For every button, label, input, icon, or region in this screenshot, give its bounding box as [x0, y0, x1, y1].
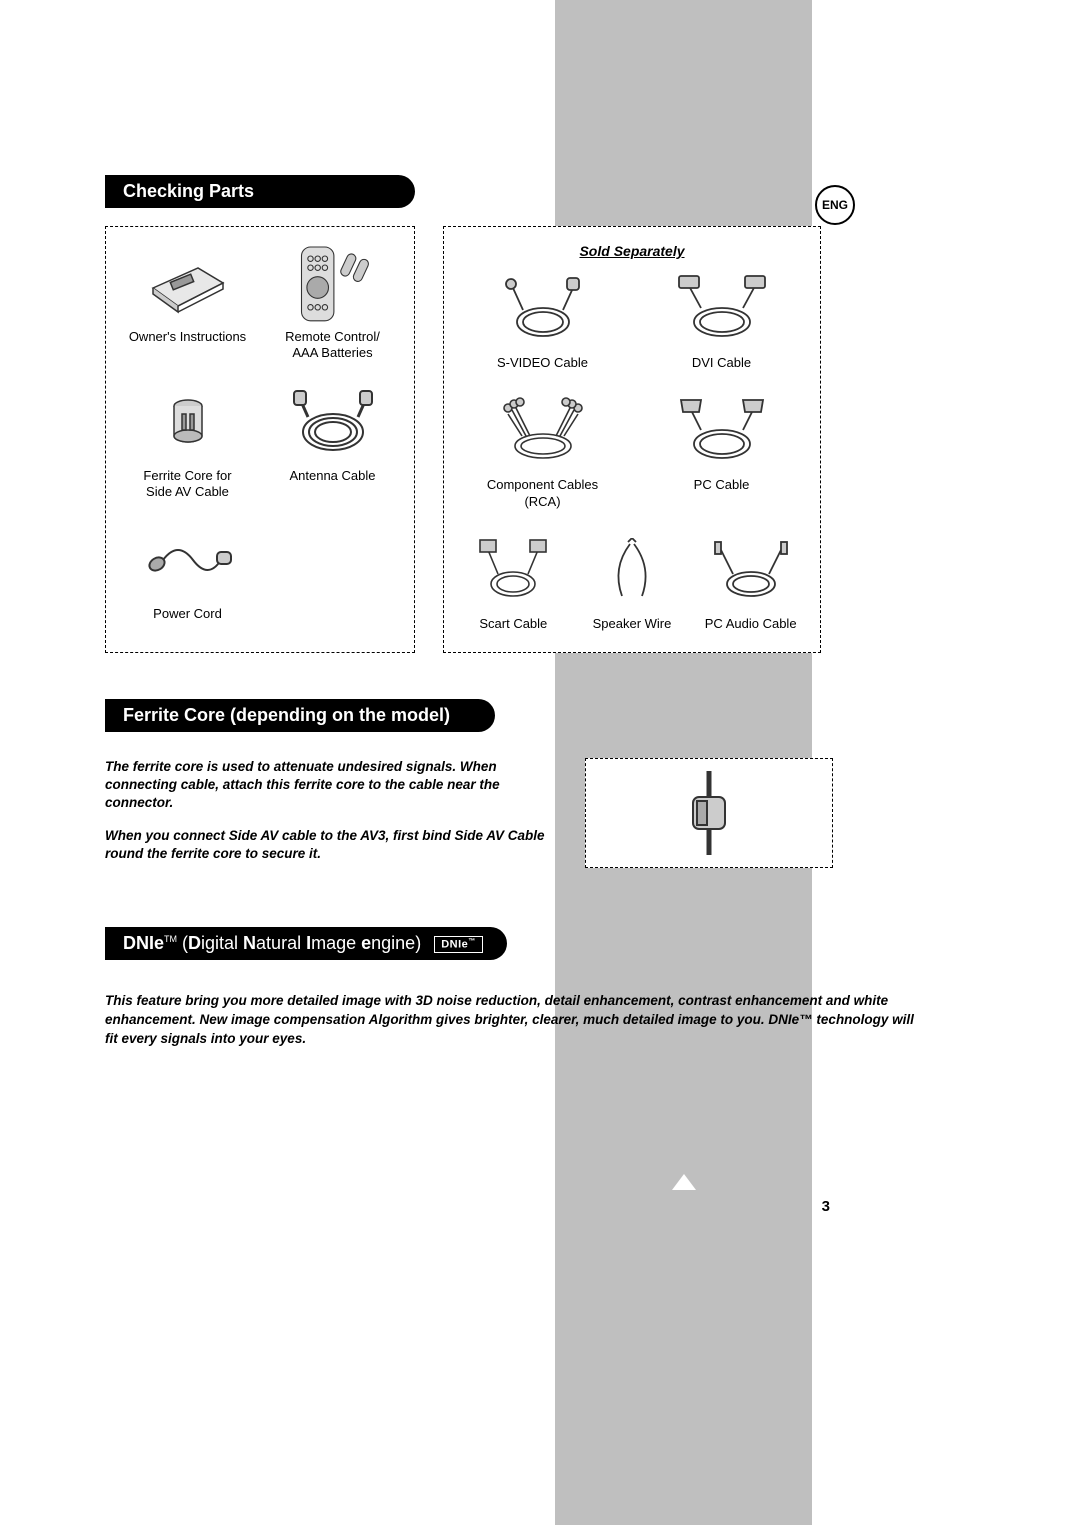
pc-cable-icon — [677, 391, 767, 471]
dnie-logo: DNIe™ — [434, 936, 483, 953]
ferrite-row: The ferrite core is used to attenuate un… — [105, 758, 980, 877]
antenna-cable-icon — [288, 382, 378, 462]
included-parts-box: Owner's Instructions — [105, 226, 415, 653]
ferrite-text: The ferrite core is used to attenuate un… — [105, 758, 555, 877]
part-label: Power Cord — [153, 606, 222, 622]
part-pc-audio: PC Audio Cable — [695, 530, 806, 632]
part-antenna: Antenna Cable — [265, 382, 400, 501]
parts-row: Owner's Instructions — [105, 226, 980, 653]
speaker-wire-icon — [587, 530, 677, 610]
ferrite-heading: Ferrite Core (depending on the model) — [105, 699, 495, 732]
part-owners-instructions: Owner's Instructions — [120, 243, 255, 362]
dnie-heading: DNIeTM (Digital Natural Image engine) DN… — [105, 927, 507, 960]
dnie-n: N — [243, 933, 256, 953]
dnie-t3: mage — [311, 933, 361, 953]
checking-parts-heading: Checking Parts — [105, 175, 415, 208]
owners-instructions-icon — [143, 243, 233, 323]
part-remote: Remote Control/AAA Batteries — [265, 243, 400, 362]
part-label: Antenna Cable — [289, 468, 375, 484]
sold-grid-bottom: Scart Cable Speaker Wire — [458, 530, 806, 632]
sold-grid-top: S-VIDEO Cable DVI Cable — [458, 269, 806, 510]
part-label: Remote Control/AAA Batteries — [285, 329, 380, 362]
part-svideo: S-VIDEO Cable — [458, 269, 627, 371]
dnie-t4: ngine — [371, 933, 415, 953]
part-speaker-wire: Speaker Wire — [577, 530, 688, 632]
dnie-e: e — [361, 933, 371, 953]
checking-parts-title: Checking Parts — [123, 181, 254, 201]
dvi-icon — [677, 269, 767, 349]
page-content: Checking Parts — [0, 0, 1080, 1049]
part-label: Component Cables(RCA) — [487, 477, 598, 510]
part-ferrite: Ferrite Core forSide AV Cable — [120, 382, 255, 501]
dnie-t2: atural — [256, 933, 306, 953]
language-label: ENG — [822, 198, 848, 212]
component-icon — [498, 391, 588, 471]
part-label: S-VIDEO Cable — [497, 355, 588, 371]
ferrite-diagram-box — [585, 758, 833, 868]
part-label: PC Audio Cable — [705, 616, 797, 632]
part-powercord: Power Cord — [120, 520, 255, 622]
triangle-marker-icon — [672, 1174, 696, 1190]
part-label: Speaker Wire — [593, 616, 672, 632]
part-label: Ferrite Core forSide AV Cable — [143, 468, 231, 501]
included-grid: Owner's Instructions — [120, 243, 400, 622]
dnie-prefix: DNIe — [123, 933, 164, 953]
dnie-tm: TM — [164, 934, 177, 944]
language-badge: ENG — [815, 185, 855, 225]
ferrite-icon — [143, 382, 233, 462]
sold-separately-box: Sold Separately S-VIDEO Cable — [443, 226, 821, 653]
part-label: DVI Cable — [692, 355, 751, 371]
dnie-d: D — [188, 933, 201, 953]
ferrite-diagram-icon — [679, 771, 739, 855]
ferrite-p1: The ferrite core is used to attenuate un… — [105, 758, 555, 813]
svideo-icon — [498, 269, 588, 349]
dnie-t1: igital — [201, 933, 243, 953]
pc-audio-icon — [706, 530, 796, 610]
ferrite-p2: When you connect Side AV cable to the AV… — [105, 827, 555, 863]
remote-icon — [288, 243, 378, 323]
part-scart: Scart Cable — [458, 530, 569, 632]
page-number: 3 — [822, 1198, 830, 1215]
part-pc-cable: PC Cable — [637, 391, 806, 510]
part-component: Component Cables(RCA) — [458, 391, 627, 510]
part-dvi: DVI Cable — [637, 269, 806, 371]
sold-separately-title: Sold Separately — [458, 243, 806, 259]
scart-icon — [468, 530, 558, 610]
ferrite-title: Ferrite Core (depending on the model) — [123, 705, 450, 725]
part-label: Scart Cable — [479, 616, 547, 632]
dnie-body: This feature bring you more detailed ima… — [105, 992, 925, 1049]
part-label: Owner's Instructions — [129, 329, 246, 345]
power-cord-icon — [143, 520, 233, 600]
part-label: PC Cable — [694, 477, 750, 493]
